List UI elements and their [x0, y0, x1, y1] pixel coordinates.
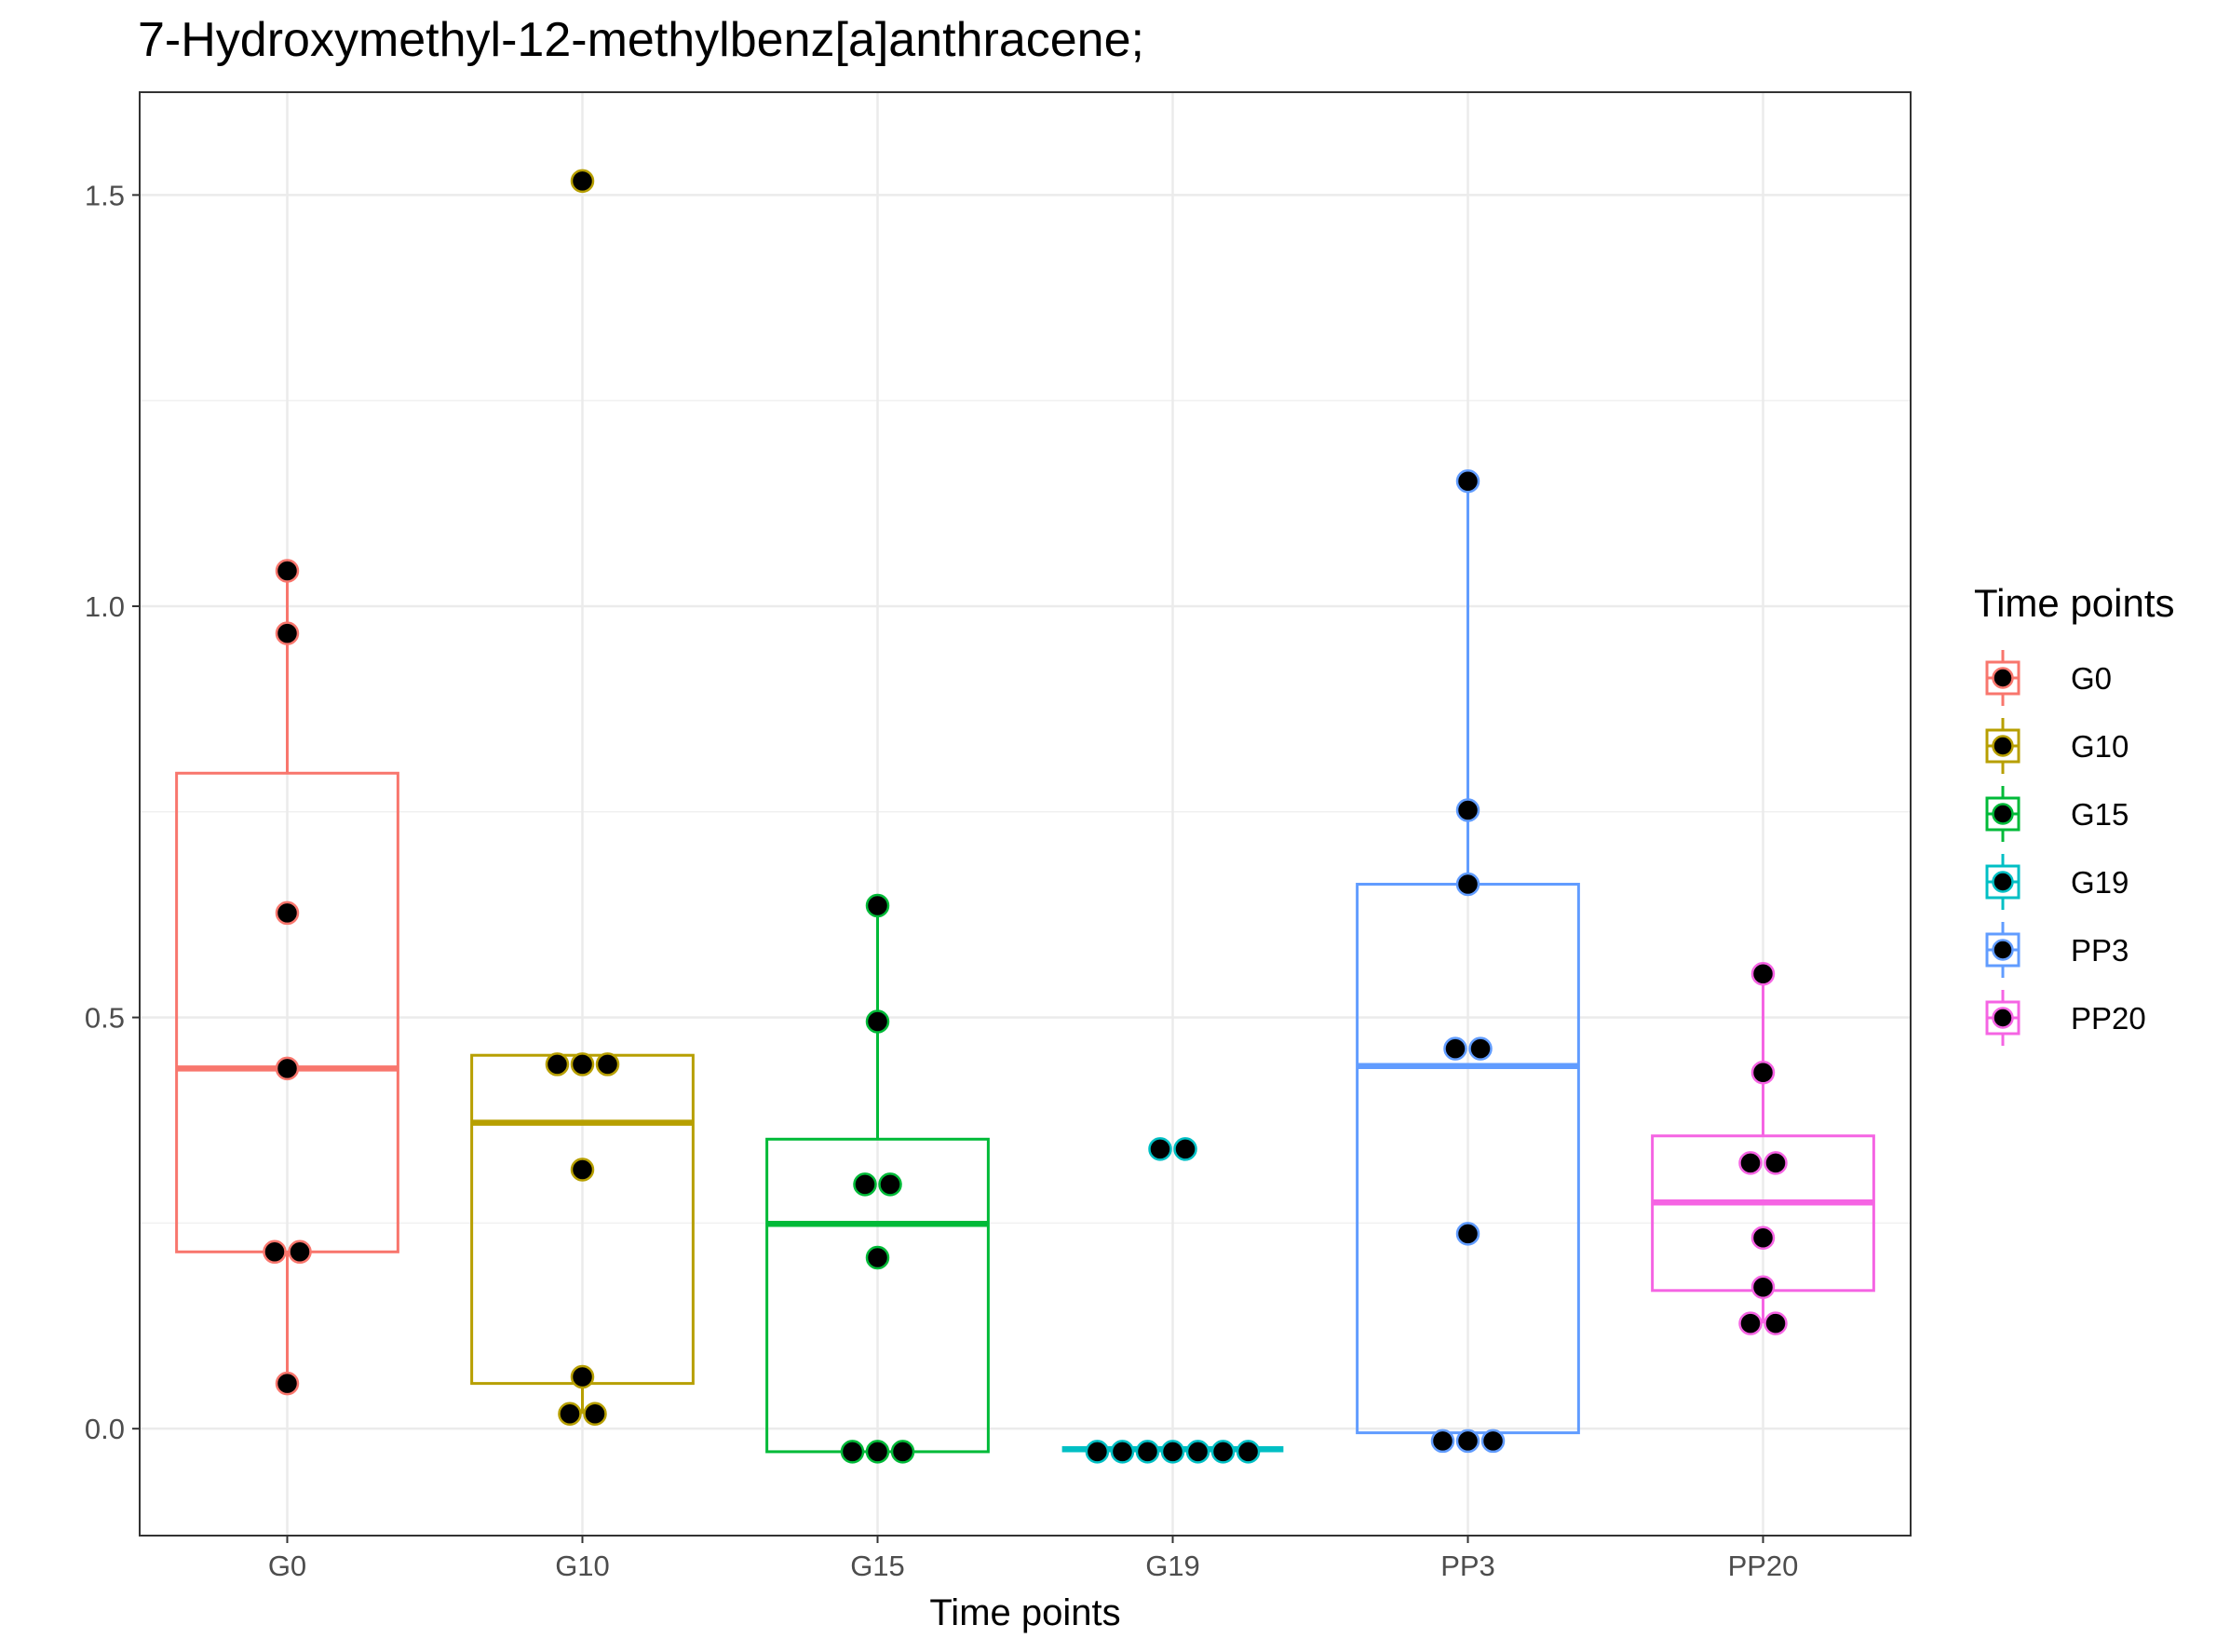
y-tick-label: 1.5 [85, 179, 125, 211]
x-tick-label: PP20 [1728, 1550, 1799, 1582]
data-point [1110, 1440, 1135, 1464]
data-point [570, 1364, 595, 1389]
data-point [1236, 1440, 1261, 1464]
data-point [853, 1172, 877, 1197]
data-point [275, 1056, 300, 1081]
data-point [1210, 1440, 1236, 1464]
legend-key-dot [1992, 871, 2014, 893]
data-point [1173, 1137, 1197, 1161]
y-tick-label: 0.5 [85, 1002, 125, 1035]
legend-key-dot [1992, 1007, 2014, 1029]
data-point [1135, 1440, 1160, 1464]
data-point [1185, 1440, 1210, 1464]
data-point [1148, 1137, 1172, 1161]
data-point [1455, 798, 1480, 822]
data-point [275, 1371, 300, 1396]
legend-label: G15 [2071, 797, 2129, 832]
x-tick-label: G0 [268, 1550, 306, 1582]
box-group-g0 [175, 559, 399, 1396]
data-point [1455, 872, 1480, 897]
legend-title: Time points [1974, 581, 2175, 625]
legend-label: G19 [2071, 865, 2129, 900]
data-point [1480, 1429, 1506, 1454]
data-point [1455, 1429, 1480, 1454]
y-tick-label: 0.0 [85, 1413, 125, 1445]
data-point [1750, 1061, 1776, 1085]
data-point [545, 1052, 570, 1077]
data-point [1455, 1222, 1480, 1246]
data-point [1750, 1275, 1776, 1300]
data-point [865, 1440, 890, 1464]
x-tick-label: PP3 [1440, 1550, 1495, 1582]
data-point [865, 893, 890, 918]
data-point [1750, 1225, 1776, 1251]
data-point [595, 1052, 620, 1077]
legend-item-g10: G10 [1985, 718, 2129, 774]
x-tick-label: G15 [850, 1550, 905, 1582]
x-tick-label: G19 [1145, 1550, 1200, 1582]
data-point [1738, 1311, 1763, 1335]
y-tick-label: 1.0 [85, 590, 125, 623]
data-point [878, 1172, 902, 1197]
data-point [1468, 1036, 1493, 1061]
data-point [570, 169, 595, 194]
legend-item-g0: G0 [1985, 650, 2112, 706]
data-point [865, 1245, 890, 1270]
data-point [1764, 1151, 1788, 1175]
legend-key-dot [1992, 939, 2014, 961]
data-point [275, 900, 300, 926]
data-point [558, 1401, 582, 1427]
data-point [275, 559, 300, 583]
legend-item-pp3: PP3 [1985, 922, 2129, 978]
legend-label: G10 [2071, 729, 2129, 764]
data-point [1430, 1429, 1455, 1454]
data-point [288, 1239, 312, 1265]
box-group-g19 [1061, 1137, 1284, 1464]
data-point [583, 1401, 607, 1427]
data-point [1085, 1440, 1110, 1464]
data-point [1160, 1440, 1185, 1464]
box-group-g15 [765, 893, 990, 1464]
panel-border [139, 91, 1912, 1537]
legend: Time points G0 G10 G15 G19 PP3 PP20 [1974, 581, 2175, 1046]
plot-panel [139, 91, 1912, 1537]
data-point [1455, 468, 1480, 494]
data-point [1764, 1311, 1788, 1335]
legend-item-g19: G19 [1985, 854, 2129, 910]
legend-label: PP3 [2071, 933, 2129, 968]
data-point [1750, 962, 1776, 986]
data-point [840, 1440, 865, 1464]
data-point [865, 1009, 890, 1034]
legend-label: G0 [2071, 661, 2112, 696]
x-tick-label: G10 [555, 1550, 610, 1582]
x-axis: G0 G10 G15 G19 PP3 PP20 [268, 1536, 1799, 1582]
box-group-g10 [470, 169, 695, 1427]
box-group-pp20 [1651, 962, 1875, 1335]
data-point [570, 1052, 595, 1077]
panel-background [140, 92, 1911, 1536]
y-axis: 0.0 0.5 1.0 1.5 [85, 179, 140, 1445]
legend-key-dot [1992, 667, 2014, 689]
legend-key-dot [1992, 803, 2014, 825]
data-point [570, 1158, 595, 1182]
data-point [1443, 1036, 1467, 1061]
x-axis-title: Time points [929, 1592, 1120, 1633]
legend-item-pp20: PP20 [1985, 990, 2146, 1046]
legend-key-dot [1992, 735, 2014, 757]
legend-item-g15: G15 [1985, 786, 2129, 842]
legend-label: PP20 [2071, 1001, 2146, 1036]
data-point [890, 1440, 915, 1464]
data-point [275, 621, 300, 645]
chart-title: 7-Hydroxymethyl-12-methylbenz[a]anthrace… [138, 13, 1144, 67]
data-point [263, 1239, 287, 1265]
box-group-pp3 [1356, 468, 1580, 1454]
data-point [1738, 1151, 1763, 1175]
box-iqr [175, 771, 399, 1253]
